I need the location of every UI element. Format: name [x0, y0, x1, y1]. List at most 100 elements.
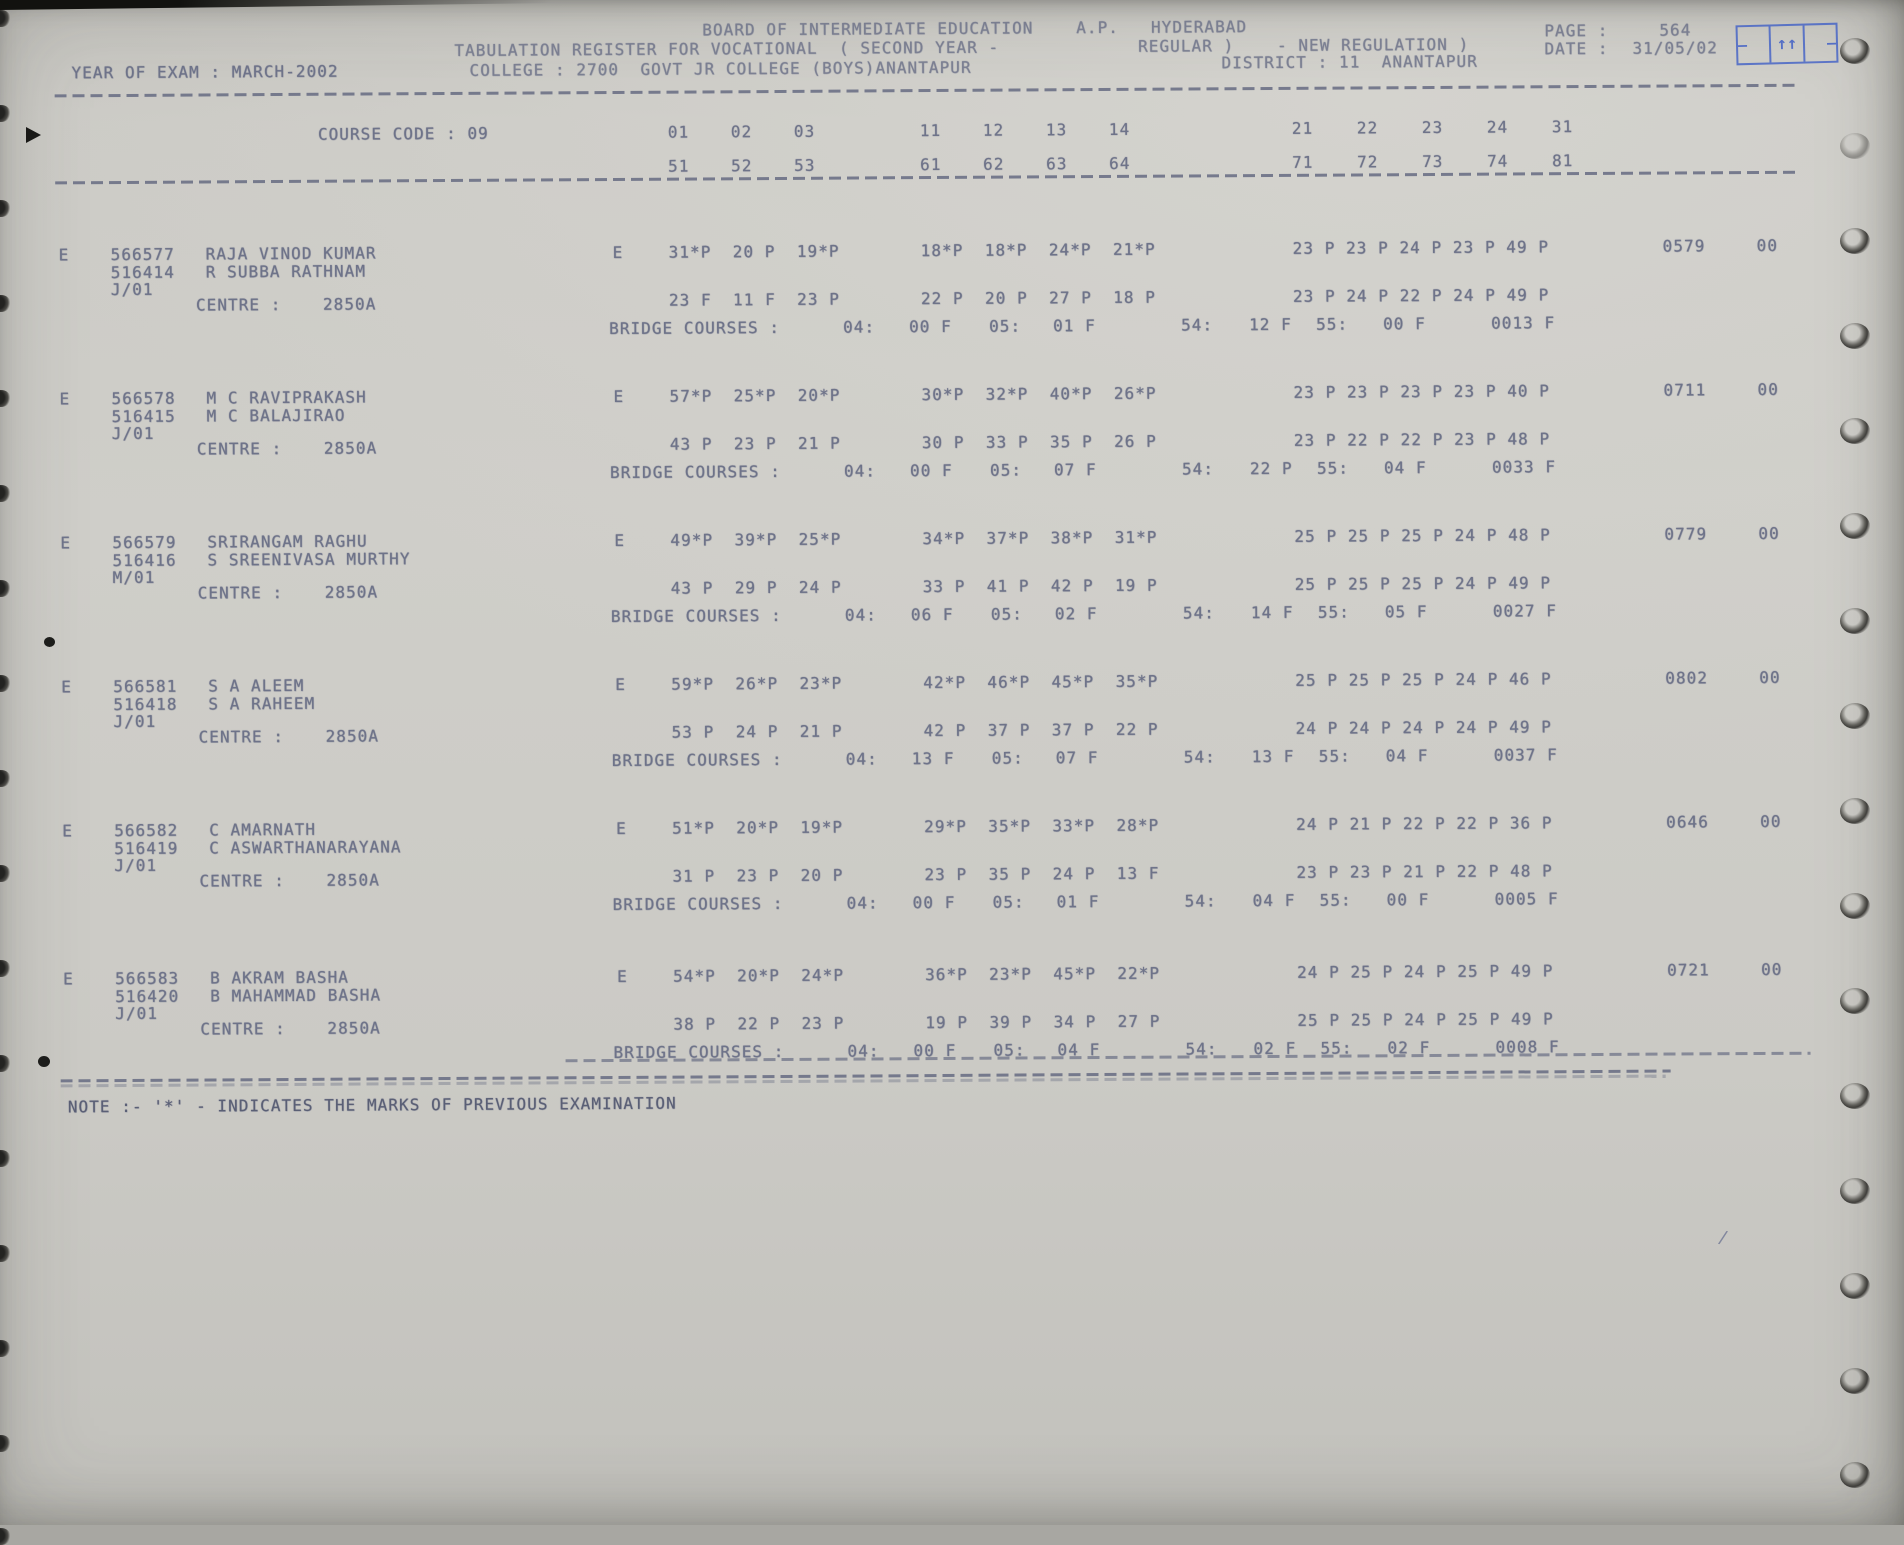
student-record: E 566582 C AMARNATH 516419 C ASWARTHANAR…: [4, 810, 1904, 952]
sprocket-hole: [1840, 38, 1870, 64]
student-name: M C RAVIPRAKASH: [206, 387, 366, 407]
ink-dot-mark: [38, 1056, 50, 1067]
bridge-54-label: 54:: [1182, 459, 1214, 478]
student-record: E 566579 SRIRANGAM RAGHU 516416 S SREENI…: [2, 522, 1904, 664]
bridge-04-label: 04:: [845, 605, 877, 624]
marks-row2-group1: 38 P 22 P 23 P: [673, 1014, 844, 1034]
student-name: S A ALEEM: [208, 676, 304, 696]
centre-value: 2850A: [327, 1018, 381, 1037]
centre-label: CENTRE :: [198, 583, 284, 603]
subject-code: 81: [1552, 151, 1617, 170]
bridge-54-label: 54:: [1185, 891, 1217, 910]
sprocket-hole: [1840, 418, 1870, 444]
grade-flag: E: [59, 245, 70, 264]
college-line: COLLEGE : 2700 GOVT JR COLLEGE (BOYS)ANA…: [469, 58, 971, 80]
medium-code: J/01: [112, 424, 155, 443]
sprocket-hole: [1840, 703, 1870, 729]
bridge-05-label: 05:: [990, 460, 1022, 479]
bridge-04-value: 06 F: [911, 605, 954, 624]
stamp-dash-mark: —: [1738, 36, 1747, 54]
subject-code: 22: [1357, 118, 1422, 137]
sprocket-hole: [1840, 1368, 1870, 1394]
marks-row2-group1: 23 F 11 F 23 P: [669, 290, 840, 310]
bridge-55-label: 55:: [1320, 890, 1352, 909]
marks-row1-group2: 34*P 37*P 38*P 31*P: [922, 528, 1157, 548]
medium-code: M/01: [113, 568, 156, 587]
student-record: E 566578 M C RAVIPRAKASH 516415 M C BALA…: [1, 378, 1904, 520]
father-name: R SUBBA RATHNAM: [206, 261, 366, 281]
bridge-04-value: 00 F: [913, 893, 956, 912]
bridge-54-value: 13 F: [1252, 747, 1295, 766]
centre-value: 2850A: [325, 582, 379, 601]
subject-code: 12: [983, 120, 1046, 139]
subject-code: 72: [1357, 152, 1422, 171]
marks-row2-group2: 42 P 37 P 37 P 22 P: [924, 720, 1159, 740]
bridge-55-value: 05 F: [1385, 602, 1428, 621]
subject-code: 63: [1046, 154, 1109, 173]
student-record: E 566581 S A ALEEM 516418 S A RAHEEM J/0…: [3, 666, 1904, 808]
bridge-04-label: 04:: [844, 461, 876, 480]
aux-code: 00: [1760, 812, 1781, 831]
hall-ticket-number: 566577: [111, 245, 175, 264]
centre-label: CENTRE :: [197, 439, 283, 459]
hall-ticket-number: 566582: [114, 821, 178, 840]
bridge-courses-label: BRIDGE COURSES :: [613, 894, 784, 914]
subject-code: 02: [731, 122, 794, 141]
medium-code: J/01: [115, 1004, 158, 1023]
bridge-total: 0037 F: [1494, 745, 1558, 764]
student-record: E 566577 RAJA VINOD KUMAR 516414 R SUBBA…: [1, 234, 1904, 376]
bridge-05-value: 07 F: [1054, 460, 1097, 479]
marks-row1-group1: 49*P 39*P 25*P: [670, 530, 841, 550]
marks-row2-group1: 43 P 23 P 21 P: [670, 434, 841, 454]
bridge-05-value: 07 F: [1056, 748, 1099, 767]
subject-code: 23: [1422, 118, 1487, 137]
subject-code: 03: [794, 121, 857, 140]
father-name: C ASWARTHANARAYANA: [209, 837, 401, 857]
date-label: DATE :: [1544, 39, 1608, 58]
total-marks: 0646: [1666, 812, 1709, 831]
bridge-54-value: 22 P: [1250, 459, 1293, 478]
marks-row1-group3: 23 P 23 P 23 P 23 P 40 P: [1293, 381, 1550, 402]
centre-label: CENTRE :: [196, 295, 282, 315]
subject-code: 53: [794, 155, 857, 174]
student-name: SRIRANGAM RAGHU: [207, 531, 367, 551]
sprocket-hole: [1840, 1273, 1870, 1299]
exam-flag: E: [613, 243, 624, 262]
aux-code: 00: [1757, 380, 1778, 399]
marks-row2-group2: 22 P 20 P 27 P 18 P: [921, 288, 1156, 308]
bridge-55-value: 04 F: [1386, 746, 1429, 765]
subject-code: 62: [983, 154, 1046, 173]
bridge-54-value: 12 F: [1249, 315, 1292, 334]
bridge-55-value: 04 F: [1384, 458, 1427, 477]
dashed-separator: [55, 84, 1800, 97]
marks-row1-group1: 54*P 20*P 24*P: [673, 966, 844, 986]
total-marks: 0802: [1665, 668, 1708, 687]
year-of-exam: YEAR OF EXAM : MARCH-2002: [71, 62, 338, 83]
course-code-label: COURSE CODE : 09: [318, 124, 489, 144]
bridge-04-value: 00 F: [909, 317, 952, 336]
bridge-total: 0005 F: [1495, 889, 1559, 908]
student-name: RAJA VINOD KUMAR: [206, 243, 377, 263]
sprocket-hole: [1840, 1178, 1870, 1204]
grade-flag: E: [62, 821, 73, 840]
subject-code: 51: [668, 156, 731, 175]
subject-code: 64: [1109, 154, 1172, 173]
bridge-05-label: 05:: [989, 316, 1021, 335]
marks-row2-group3: 23 P 23 P 21 P 22 P 48 P: [1296, 861, 1553, 882]
marks-row1-group3: 24 P 21 P 22 P 22 P 36 P: [1296, 813, 1553, 834]
medium-code: J/01: [114, 856, 157, 875]
sprocket-hole: [1840, 893, 1870, 919]
sprocket-hole: [1840, 228, 1870, 254]
stamp-box: — ↑↑ —: [1735, 23, 1838, 66]
grade-flag: E: [60, 533, 71, 552]
bridge-54-label: 54:: [1181, 315, 1213, 334]
father-name: S A RAHEEM: [208, 694, 315, 714]
medium-code: J/01: [111, 280, 154, 299]
marks-row1-group1: 51*P 20*P 19*P: [672, 818, 843, 838]
marks-row1-group3: 25 P 25 P 25 P 24 P 48 P: [1294, 525, 1551, 546]
marks-row1-group3: 25 P 25 P 25 P 24 P 46 P: [1295, 669, 1552, 690]
subject-code: 11: [920, 121, 983, 140]
